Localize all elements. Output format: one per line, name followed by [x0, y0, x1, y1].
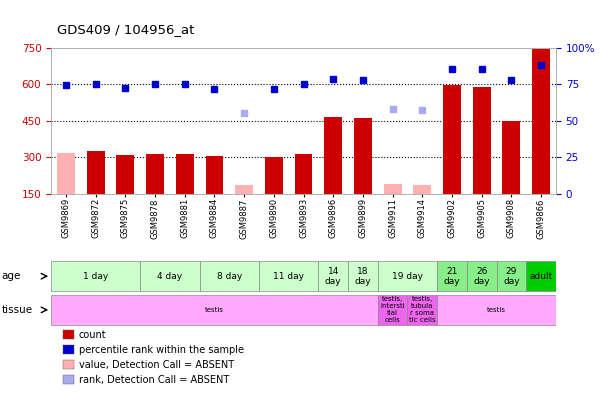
Bar: [259, 261, 319, 291]
Bar: [319, 261, 348, 291]
Bar: [57, 152, 75, 194]
Bar: [325, 117, 342, 194]
Bar: [51, 261, 140, 291]
Text: 26
day: 26 day: [474, 267, 490, 286]
Bar: [502, 121, 520, 194]
Bar: [496, 261, 526, 291]
Bar: [354, 118, 372, 194]
Text: testis,
tubula
r soma
tic cells: testis, tubula r soma tic cells: [409, 296, 436, 324]
Text: 14
day: 14 day: [325, 267, 341, 286]
Bar: [473, 87, 490, 194]
Text: testis: testis: [205, 307, 224, 313]
Bar: [235, 185, 253, 194]
Bar: [378, 261, 437, 291]
Text: count: count: [79, 329, 106, 340]
Bar: [140, 261, 200, 291]
Text: testis,
intersti
tial
cells: testis, intersti tial cells: [380, 296, 405, 324]
Bar: [200, 261, 259, 291]
Text: 19 day: 19 day: [392, 272, 423, 281]
Bar: [437, 261, 467, 291]
Text: value, Detection Call = ABSENT: value, Detection Call = ABSENT: [79, 360, 234, 370]
Bar: [51, 295, 378, 325]
Bar: [378, 295, 407, 325]
Bar: [413, 185, 431, 194]
Bar: [407, 295, 437, 325]
Bar: [117, 155, 134, 194]
Bar: [532, 49, 550, 194]
Bar: [437, 295, 556, 325]
Text: tissue: tissue: [2, 305, 33, 315]
Bar: [348, 261, 378, 291]
Text: percentile rank within the sample: percentile rank within the sample: [79, 345, 244, 355]
Bar: [206, 156, 224, 194]
Bar: [294, 154, 313, 194]
Text: age: age: [2, 271, 21, 281]
Text: 29
day: 29 day: [503, 267, 520, 286]
Bar: [87, 151, 105, 194]
Bar: [383, 184, 401, 194]
Bar: [443, 86, 461, 194]
Bar: [467, 261, 496, 291]
Text: 11 day: 11 day: [273, 272, 304, 281]
Text: 21
day: 21 day: [444, 267, 460, 286]
Text: adult: adult: [529, 272, 553, 281]
Text: GDS409 / 104956_at: GDS409 / 104956_at: [57, 23, 195, 36]
Text: 1 day: 1 day: [83, 272, 108, 281]
Text: rank, Detection Call = ABSENT: rank, Detection Call = ABSENT: [79, 375, 229, 385]
Text: 4 day: 4 day: [157, 272, 183, 281]
Bar: [146, 154, 164, 194]
Bar: [526, 261, 556, 291]
Text: testis: testis: [487, 307, 506, 313]
Text: 18
day: 18 day: [355, 267, 371, 286]
Bar: [176, 154, 194, 194]
Bar: [265, 157, 282, 194]
Text: 8 day: 8 day: [216, 272, 242, 281]
